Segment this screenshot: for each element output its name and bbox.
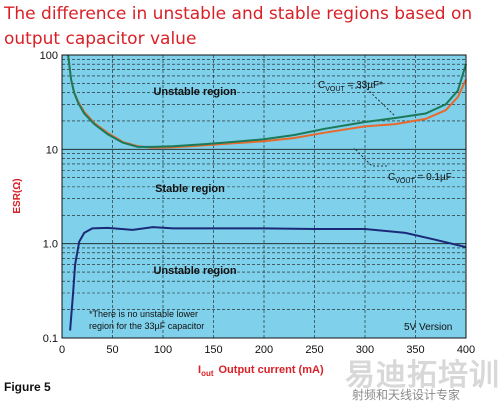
version-label: 5V Version: [404, 322, 452, 333]
x-tick-label: 50: [106, 344, 118, 356]
note-line-1: *There is no unstable lower: [89, 309, 198, 319]
grid-lines: [62, 55, 466, 339]
callout-leader-01uf: [353, 147, 387, 167]
region-label-unstable-top: Unstable region: [153, 86, 236, 98]
chart-title: The difference in unstable and stable re…: [4, 4, 473, 49]
series-line-33uf-green: [67, 54, 467, 148]
x-tick-label: 100: [154, 344, 172, 356]
region-label-unstable-bottom: Unstable region: [153, 265, 236, 277]
y-tick-label: 1.0: [43, 239, 58, 251]
y-axis-ticks: 0.1 1.0 10 100: [40, 50, 58, 345]
y-tick-label: 100: [40, 50, 58, 62]
callout-leader-33uf: [351, 87, 396, 117]
watermark-logo: 易迪拓培训: [345, 358, 500, 393]
x-tick-label: 0: [59, 344, 65, 356]
x-tick-label: 300: [356, 344, 374, 356]
callout-label-01uf: CVOUT = 0.1µF: [388, 172, 452, 185]
x-tick-label: 150: [204, 344, 222, 356]
x-tick-label: 200: [255, 344, 273, 356]
y-axis-label: ESR(Ω): [12, 178, 23, 213]
watermark-subtitle: 射频和天线设计专家: [352, 388, 461, 402]
note-line-2: region for the 33µF capacitor: [89, 321, 204, 331]
series-line-01uf: [69, 226, 467, 331]
x-axis-label: Iout Output current (mA): [198, 364, 324, 378]
x-tick-label: 400: [457, 344, 475, 356]
region-label-stable: Stable region: [155, 183, 225, 195]
x-axis-ticks: 0 50 100 150 200 250 300 350 400: [59, 344, 475, 356]
callout-label-33uf: CVOUT = 33µF*: [318, 80, 383, 93]
x-tick-label: 350: [406, 344, 424, 356]
x-tick-label: 250: [305, 344, 323, 356]
figure-label: Figure 5: [4, 380, 51, 394]
y-tick-label: 10: [46, 144, 58, 156]
y-tick-label: 0.1: [43, 333, 58, 345]
plot-border: [61, 54, 467, 339]
